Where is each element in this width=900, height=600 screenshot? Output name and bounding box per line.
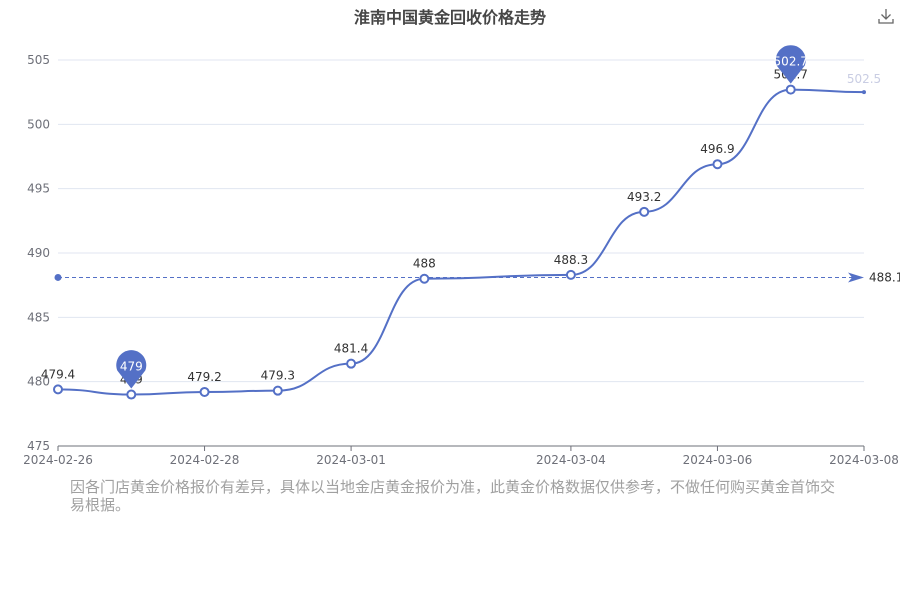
data-label: 479.2 [187, 370, 221, 384]
data-point [639, 206, 650, 217]
data-point [53, 384, 63, 395]
data-label: 493.2 [627, 190, 661, 204]
data-label: 496.9 [700, 142, 734, 156]
data-point [272, 385, 283, 396]
y-tick-label: 495 [27, 182, 50, 196]
data-label: 488.3 [554, 253, 588, 267]
data-point [126, 389, 137, 400]
data-point [565, 269, 576, 280]
data-point [862, 90, 866, 95]
min-mark-pin [116, 350, 147, 389]
x-tick-label: 2024-03-08 [829, 453, 899, 467]
y-tick-label: 500 [27, 117, 50, 131]
max-mark-pin [775, 45, 806, 84]
data-point [712, 159, 723, 170]
x-tick-label: 2024-02-26 [23, 453, 93, 467]
y-tick-label: 480 [27, 375, 50, 389]
x-tick-label: 2024-03-04 [536, 453, 606, 467]
footnote: 因各门店黄金价格报价有差异，具体以当地金店黄金报价为准，此黄金价格数据仅供参考，… [70, 478, 836, 514]
y-tick-label: 475 [27, 439, 50, 453]
y-tick-label: 505 [27, 53, 50, 67]
series-line [57, 88, 865, 396]
data-label: 502.5 [847, 72, 881, 86]
data-label: 488 [413, 257, 436, 271]
data-point [419, 273, 430, 284]
max-mark-label: 502.7 [774, 55, 808, 69]
data-label: 479.4 [41, 367, 75, 381]
data-point [785, 84, 796, 95]
data-point [346, 358, 357, 369]
min-mark-label: 479 [120, 360, 143, 374]
x-tick-label: 2024-03-06 [683, 453, 753, 467]
x-tick-label: 2024-03-01 [316, 453, 386, 467]
data-label: 479.3 [261, 369, 295, 383]
average-line-arrow [848, 272, 864, 283]
x-tick-label: 2024-02-28 [170, 453, 240, 467]
data-label: 481.4 [334, 342, 368, 356]
chart-title: 淮南中国黄金回收价格走势 [353, 8, 546, 27]
download-icon[interactable] [876, 6, 896, 26]
data-point [199, 386, 210, 397]
y-tick-label: 490 [27, 246, 50, 260]
y-tick-label: 485 [27, 310, 50, 324]
average-line-label: 488.1 [869, 270, 900, 284]
